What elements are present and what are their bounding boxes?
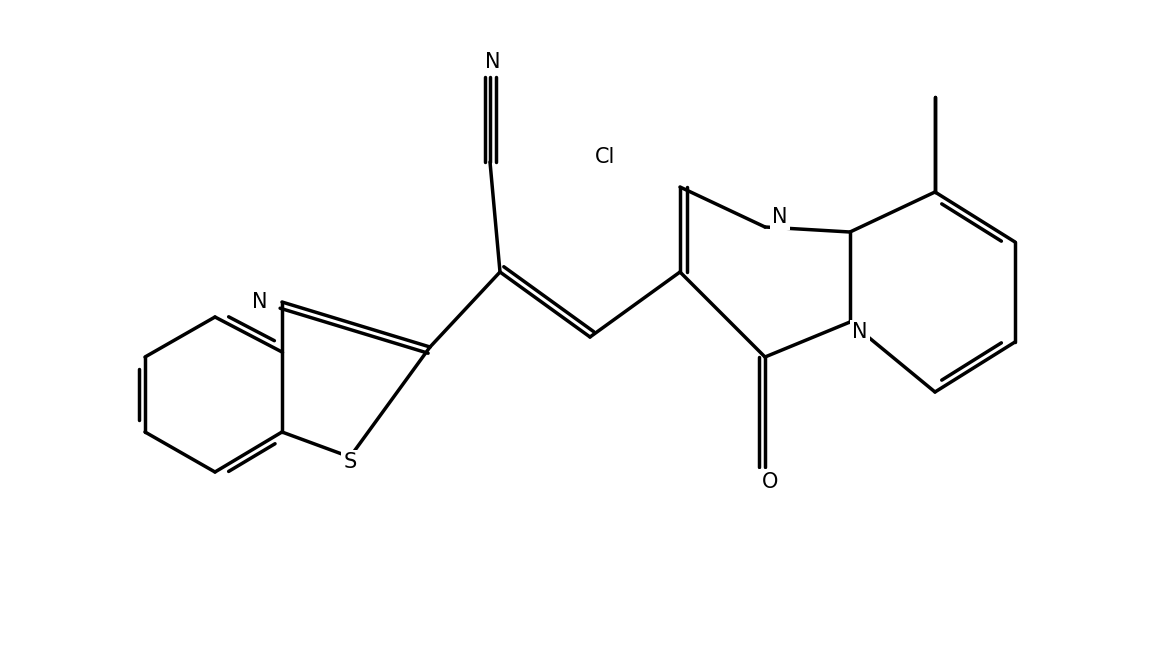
Text: N: N <box>253 292 268 312</box>
Text: N: N <box>852 322 867 342</box>
Text: N: N <box>772 207 788 227</box>
Text: Cl: Cl <box>595 147 616 167</box>
Text: S: S <box>343 452 356 472</box>
Text: O: O <box>761 472 779 492</box>
Text: N: N <box>485 52 501 72</box>
